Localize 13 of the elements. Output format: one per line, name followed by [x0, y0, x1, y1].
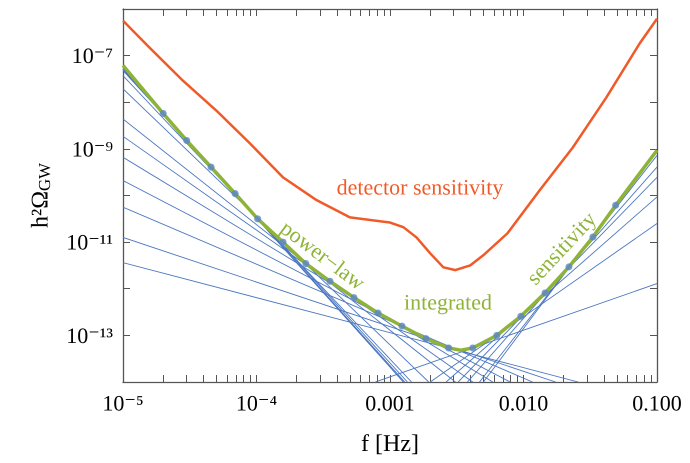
- annotation: detector sensitivity: [336, 174, 504, 200]
- x-tick-label: 10⁻⁵: [102, 390, 144, 416]
- y-tick-label: 10⁻⁷: [72, 43, 113, 68]
- annotation: integrated: [404, 290, 492, 314]
- y-tick-label: 10⁻¹¹: [66, 230, 113, 255]
- x-tick-label: 0.010: [498, 390, 548, 416]
- y-axis-title: h²ΩGW: [27, 162, 54, 228]
- x-axis-title: f [Hz]: [361, 431, 419, 457]
- x-tick-label: 0.100: [632, 390, 682, 416]
- x-tick-label: 10⁻⁴: [236, 390, 278, 416]
- y-tick-label: 10⁻⁹: [72, 136, 114, 162]
- x-tick-label: 0.001: [365, 390, 415, 416]
- y-tick-label: 10⁻¹³: [66, 322, 114, 348]
